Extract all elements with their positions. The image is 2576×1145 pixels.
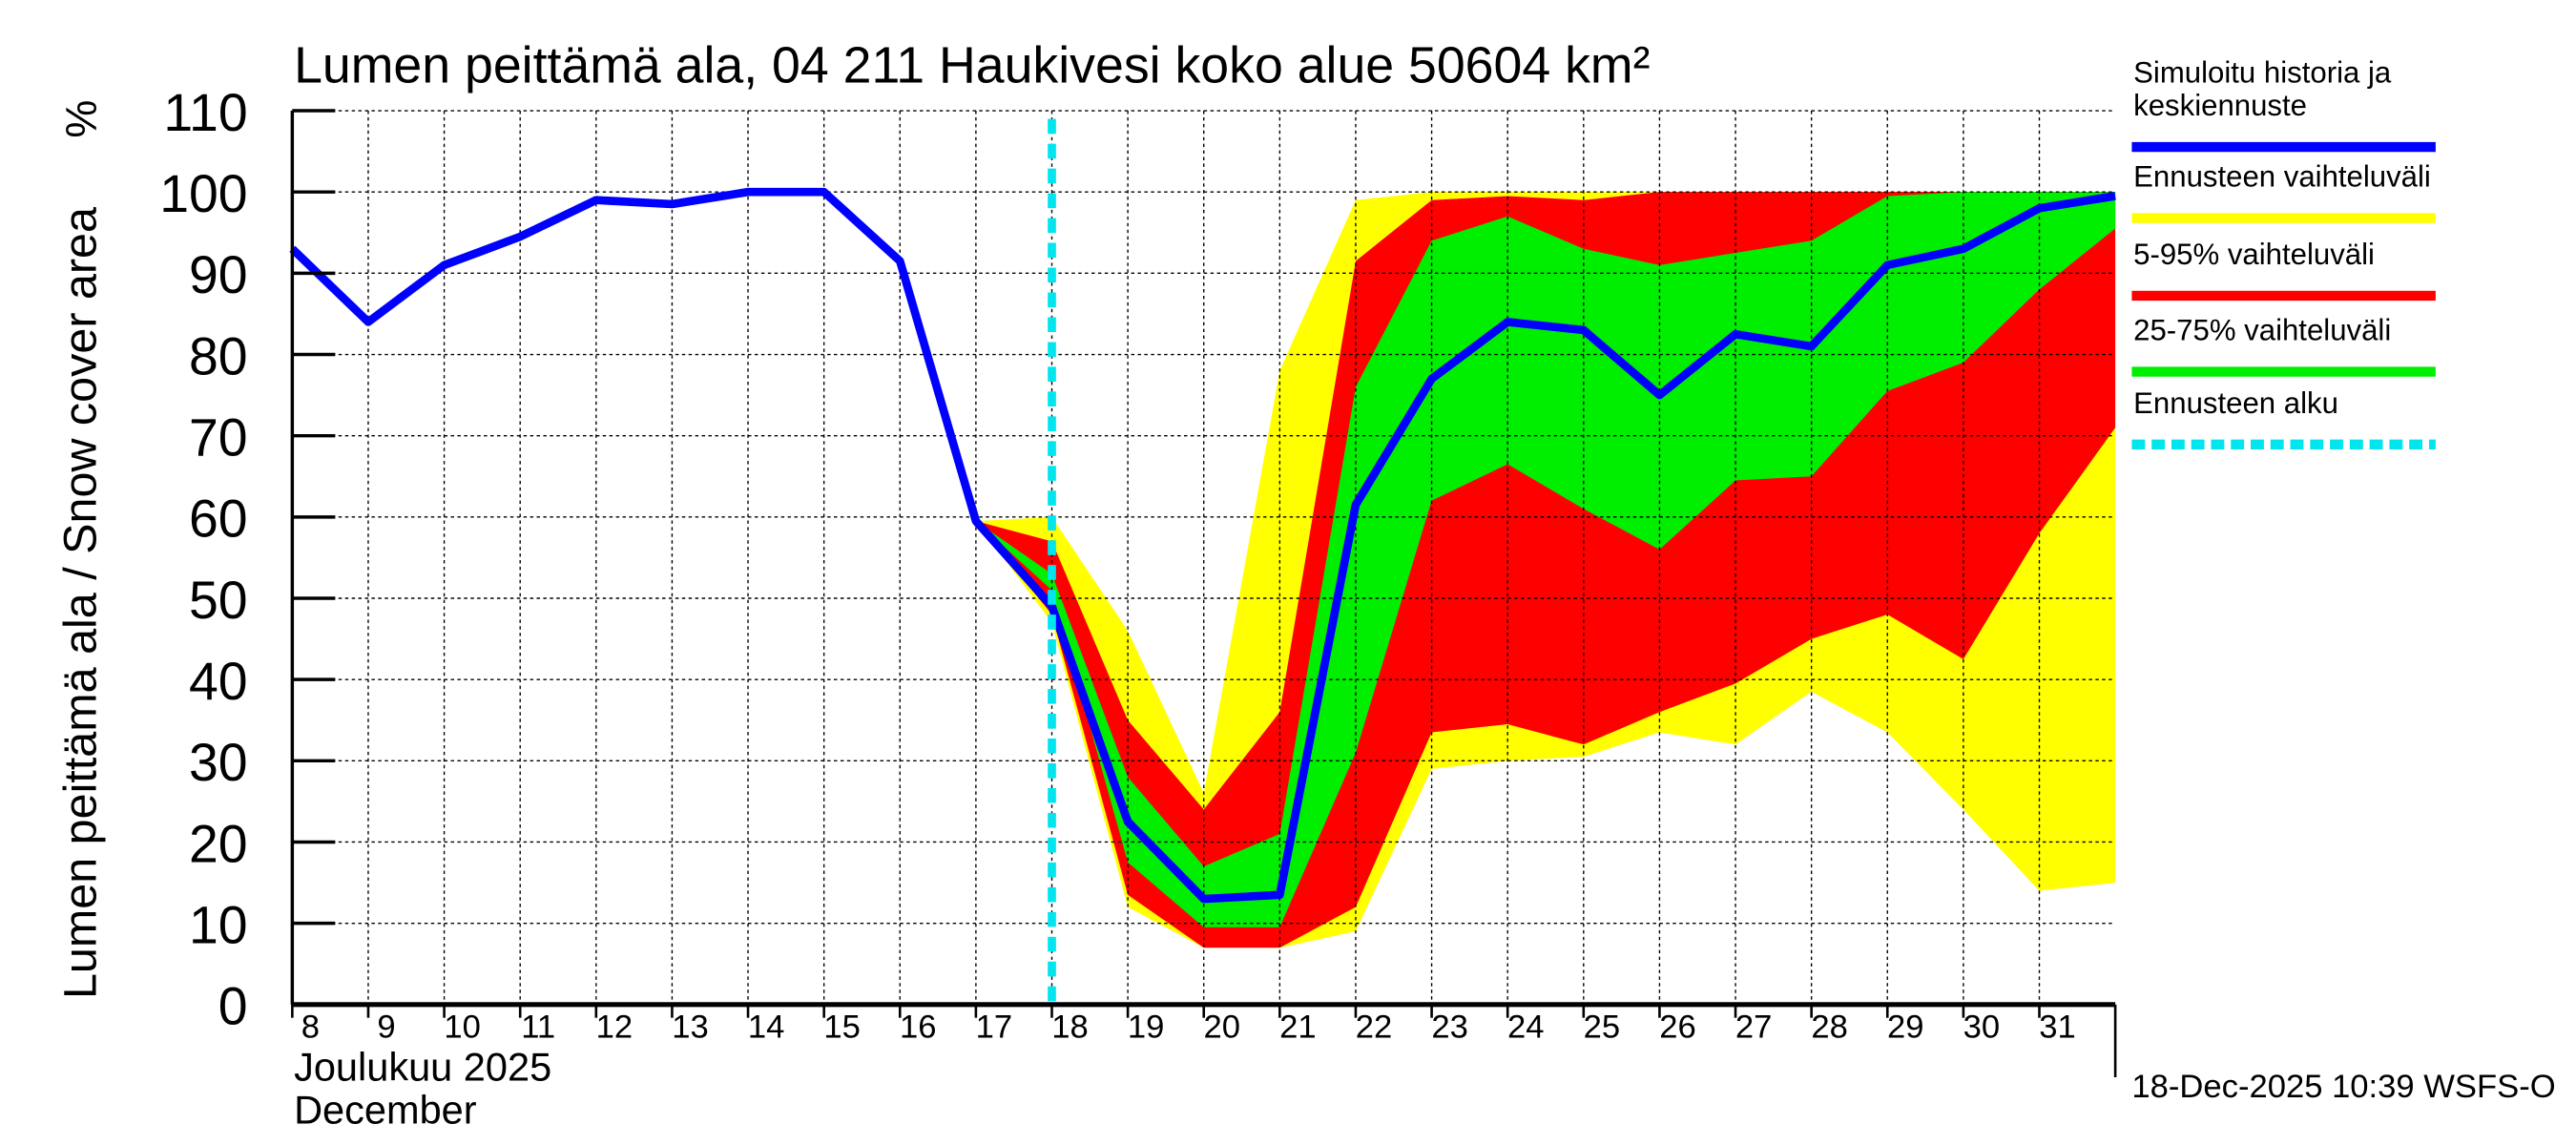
legend-label: Ennusteen vaihteluväli [2133,160,2431,194]
y-tick-label: 80 [189,326,248,385]
footer-timestamp: 18-Dec-2025 10:39 WSFS-O [2131,1069,2555,1105]
x-tick-label: 10 [444,1009,480,1045]
bands-layer [975,192,2116,948]
x-tick-label: 26 [1659,1009,1695,1045]
axes-layer: 0 10 20 30 40 50 60 70 80 90 100 110 8 9 10 11 12 13 14 15 1… [159,83,2117,1078]
x-tick-label: 21 [1279,1009,1316,1045]
x-tick-label: 19 [1128,1009,1164,1045]
y-axis-label: Lumen peittämä ala / Snow cover area [54,207,106,999]
x-tick-label: 31 [2039,1009,2075,1045]
legend-label: 25-75% vaihteluväli [2133,314,2391,347]
y-tick-label: 40 [189,652,248,711]
y-tick-label: 70 [189,407,248,467]
x-tick-label: 20 [1204,1009,1240,1045]
x-tick-label: 18 [1051,1009,1088,1045]
legend-label: Simuloitu historia ja [2133,56,2392,90]
x-label-month: Joulukuu 2025 [294,1044,551,1089]
y-tick-label: 100 [159,164,247,223]
y-tick-label: 30 [189,733,248,792]
x-tick-label: 23 [1431,1009,1467,1045]
x-tick-label: 12 [596,1009,633,1045]
y-tick-label: 50 [189,571,248,630]
x-tick-label: 11 [521,1009,555,1045]
x-tick-label: 22 [1356,1009,1392,1045]
x-label-month-en: December [294,1087,477,1132]
x-tick-label: 17 [976,1009,1012,1045]
x-tick-label: 9 [377,1009,395,1045]
y-tick-label: 20 [189,814,248,873]
y-tick-label: 0 [218,977,248,1036]
y-tick-label: 60 [189,489,248,549]
x-tick-label: 8 [301,1009,320,1045]
x-tick-label: 24 [1507,1009,1544,1045]
y-tick-label: 10 [189,895,248,954]
legend-label: Ennusteen alku [2133,386,2338,420]
x-tick-label: 25 [1584,1009,1620,1045]
x-tick-label: 30 [1963,1009,2000,1045]
y-tick-label: 90 [189,245,248,304]
x-tick-label: 13 [672,1009,708,1045]
median-line [289,187,2116,904]
x-tick-label: 28 [1811,1009,1847,1045]
y-tick-label: 110 [163,83,247,142]
lines-layer [289,118,2116,1005]
x-tick-label: 16 [900,1009,936,1045]
x-tick-label: 27 [1735,1009,1772,1045]
legend-label: keskiennuste [2133,89,2307,122]
x-tick-label: 14 [748,1009,784,1045]
y-unit-label: % [56,100,105,138]
band-p25-75 [975,192,2116,927]
chart-title: Lumen peittämä ala, 04 211 Haukivesi kok… [294,37,1650,94]
legend-label: 5-95% vaihteluväli [2133,238,2375,271]
x-tick-label: 29 [1887,1009,1923,1045]
x-tick-label: 15 [823,1009,860,1045]
